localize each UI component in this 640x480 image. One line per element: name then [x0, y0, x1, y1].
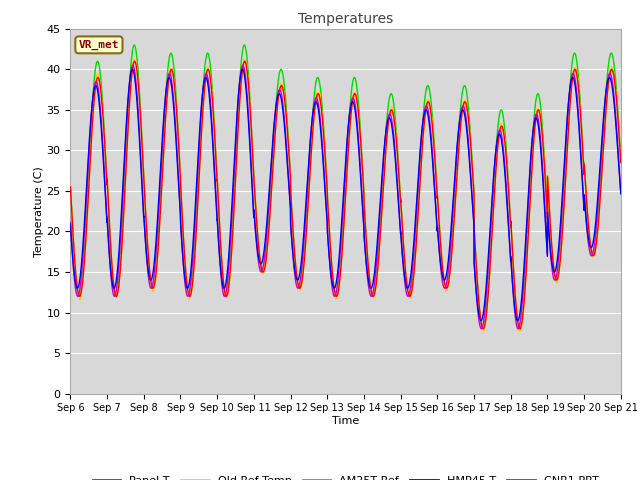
Legend: Panel T, Old Ref Temp, AM25T Ref, HMP45 T, CNR1 PRT: Panel T, Old Ref Temp, AM25T Ref, HMP45 … — [88, 471, 603, 480]
Y-axis label: Temperature (C): Temperature (C) — [34, 166, 44, 257]
X-axis label: Time: Time — [332, 416, 359, 426]
Title: Temperatures: Temperatures — [298, 12, 393, 26]
Text: VR_met: VR_met — [79, 40, 119, 50]
